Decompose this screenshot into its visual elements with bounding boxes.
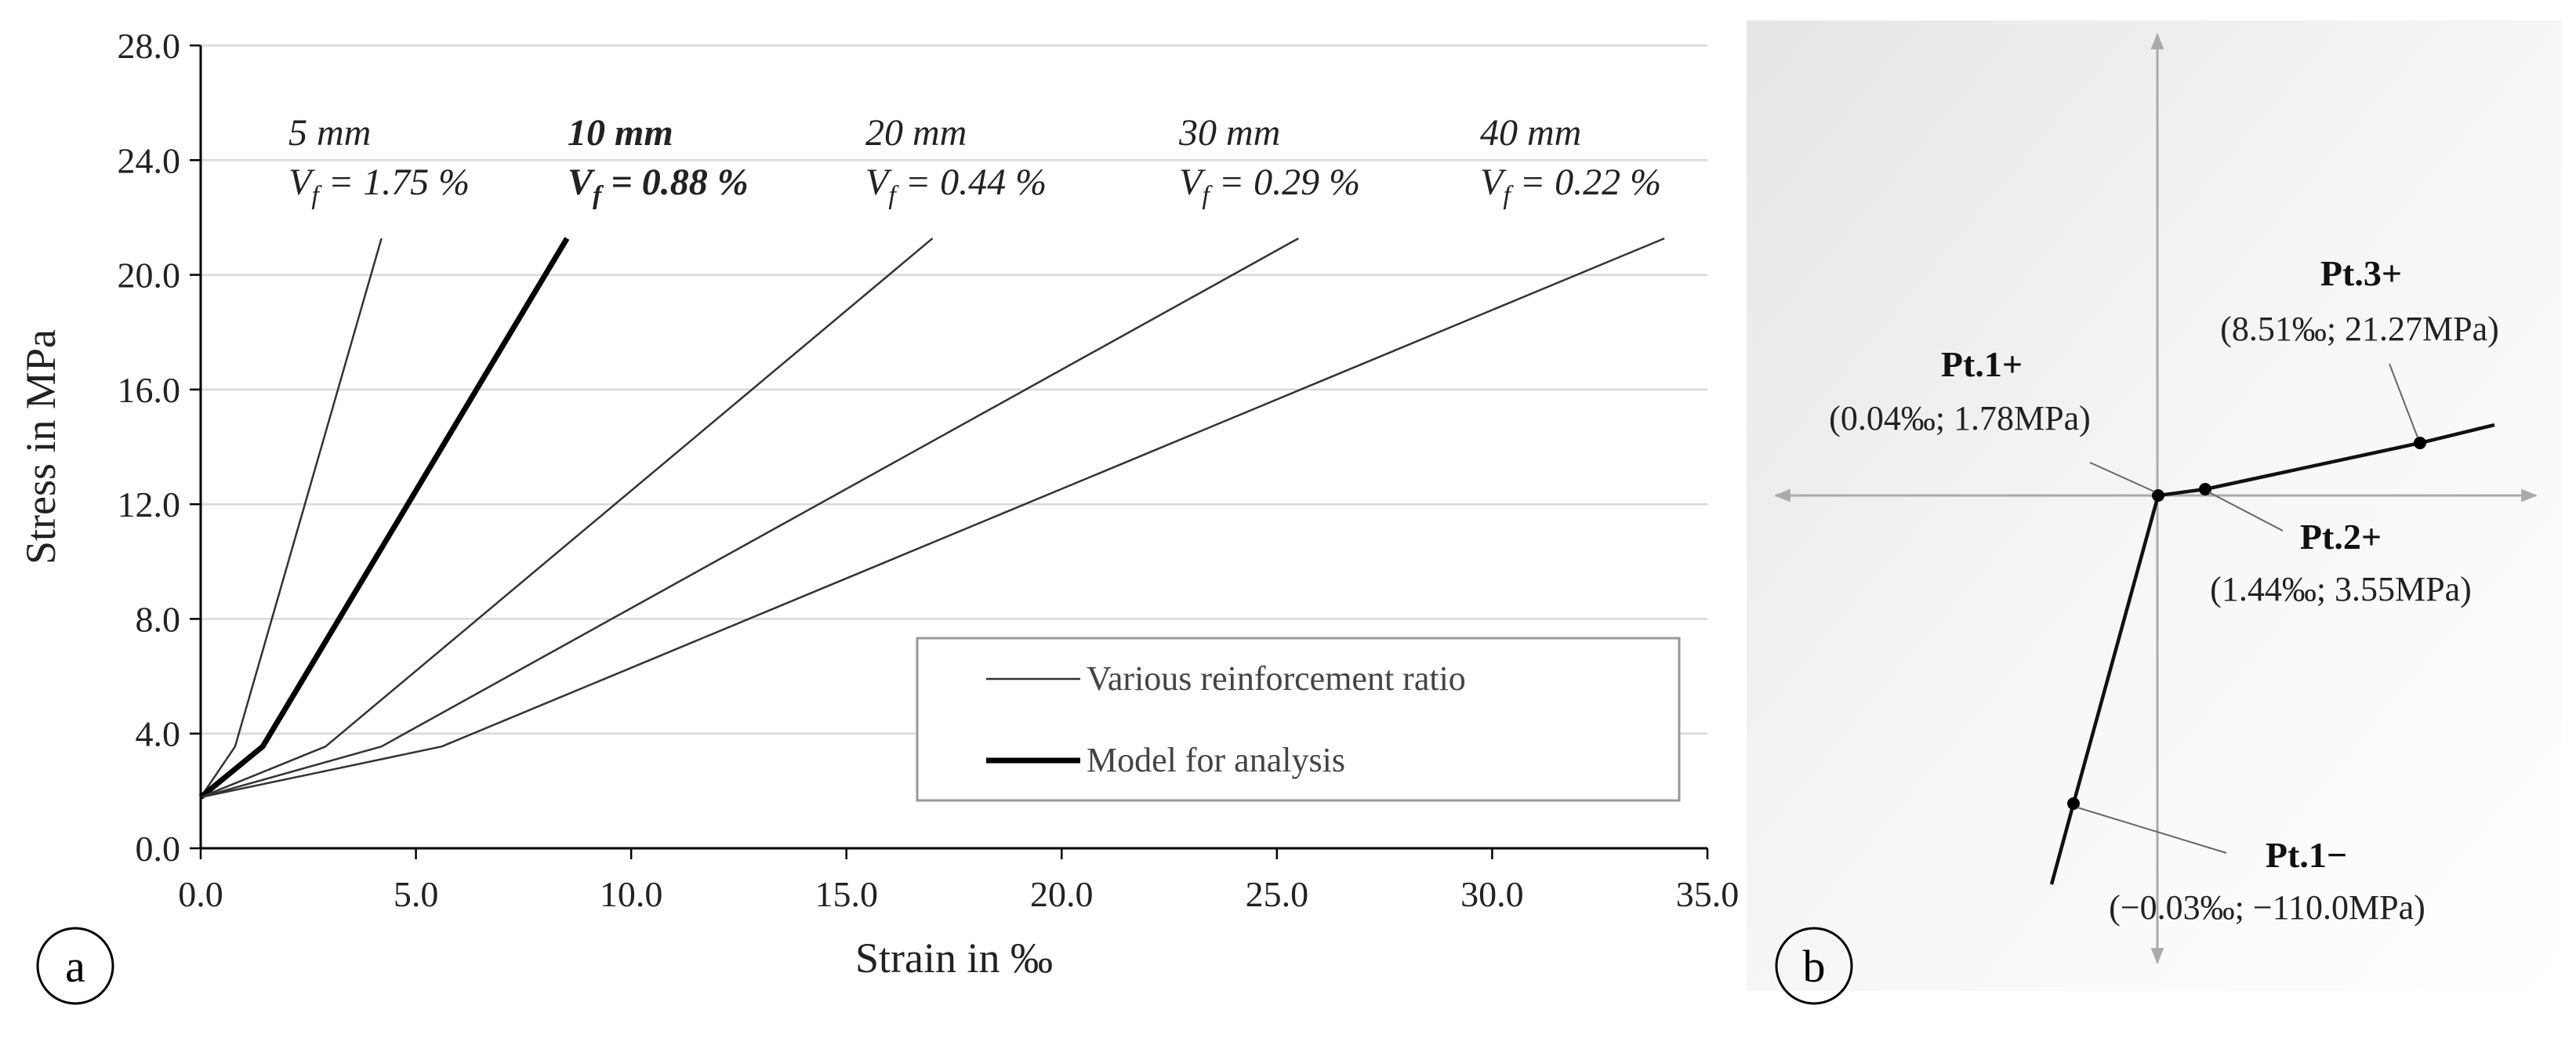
y-tick-label: 20.0 [118,256,181,296]
y-tick-label: 8.0 [136,599,181,639]
series-length-label: 5 mm [288,112,371,154]
value-pt2-plus: (1.44‰; 3.55MPa) [2210,570,2472,608]
svg-text:a: a [65,941,85,992]
series-vf-label: Vf = 0.88 % [568,162,749,210]
leader-pt1-plus [2089,462,2155,492]
y-tick-label: 16.0 [118,370,181,410]
point-pt3-plus [2414,437,2426,449]
constitutive-curve [2049,423,2495,885]
panel-label-a: a [36,927,114,1005]
legend: Various reinforcement ratio Model for an… [916,637,1681,802]
label-pt1-minus: Pt.1− [2266,835,2347,875]
grid-lines [201,44,1707,735]
series-line-5-mm [199,238,383,798]
series-length-label: 30 mm [1178,112,1280,154]
x-tick-label: 20.0 [1030,874,1094,914]
y-tick-label: 28.0 [118,26,181,66]
series-line-40-mm [200,237,1665,799]
x-tick-label: 25.0 [1246,874,1309,914]
x-tick-label: 0.0 [178,874,223,914]
value-pt3-plus: (8.51‰; 21.27MPa) [2220,310,2499,348]
leader-pt2-plus [2208,492,2284,532]
point-pt1-plus [2152,489,2164,502]
x-axis-title: Strain in ‰ [855,935,1053,982]
series-line-20-mm [200,238,934,799]
label-pt3-plus: Pt.3+ [2320,253,2402,293]
value-pt1-minus: (−0.03‰; −110.0MPa) [2109,888,2425,927]
legend-box [916,637,1681,802]
series-group [198,237,1665,800]
label-pt1-plus: Pt.1+ [1941,344,2023,384]
x-tick-label: 35.0 [1676,874,1740,914]
x-tick-label: 30.0 [1460,874,1524,914]
y-tick-label: 12.0 [118,485,181,524]
series-vf-label: Vf = 0.22 % [1480,162,1661,210]
series-vf-label: Vf = 0.44 % [865,162,1047,210]
series-labels: 5 mm Vf = 1.75 % 10 mm Vf = 0.88 % 20 mm Vf =… [288,112,1661,210]
y-tick-label: 24.0 [118,140,181,180]
series-length-label: 10 mm [568,112,673,154]
y-tick-label: 0.0 [136,829,181,869]
point-pt2-plus [2199,483,2211,495]
panel-b-diagram: Pt.3+ (8.51‰; 21.27MPa) Pt.1+ (0.04‰; 1.… [1747,20,2562,1005]
x-tick-label: 5.0 [394,874,439,914]
series-vf-label: Vf = 0.29 % [1179,162,1360,210]
leader-pt3-plus [2389,363,2418,438]
series-length-label: 20 mm [865,112,967,154]
series-length-label: 40 mm [1480,112,1581,154]
series-line-30-mm [200,238,1299,799]
panel-a-chart: 0.0 4.0 8.0 12.0 16.0 20.0 24.0 28.0 0.0 5.0 10.0 1… [17,26,1740,1005]
label-pt2-plus: Pt.2+ [2300,517,2382,557]
point-pt1-minus [2067,797,2080,810]
leader-pt1-minus [2077,807,2227,854]
legend-label-model: Model for analysis [1087,741,1345,779]
panel-label-b: b [1775,927,1853,1005]
y-tick-label: 4.0 [136,714,181,754]
y-axis-title: Stress in MPa [17,329,64,564]
value-pt1-plus: (0.04‰; 1.78MPa) [1829,399,2091,437]
legend-label-various: Various reinforcement ratio [1087,659,1466,698]
x-tick-label: 15.0 [815,874,878,914]
tick-group: 0.0 4.0 8.0 12.0 16.0 20.0 24.0 28.0 0.0 5.0 10.0 1… [118,26,1740,914]
svg-text:b: b [1803,941,1826,992]
x-tick-label: 10.0 [600,874,663,914]
series-vf-label: Vf = 1.75 % [288,162,470,210]
series-line-10-mm [198,237,570,800]
